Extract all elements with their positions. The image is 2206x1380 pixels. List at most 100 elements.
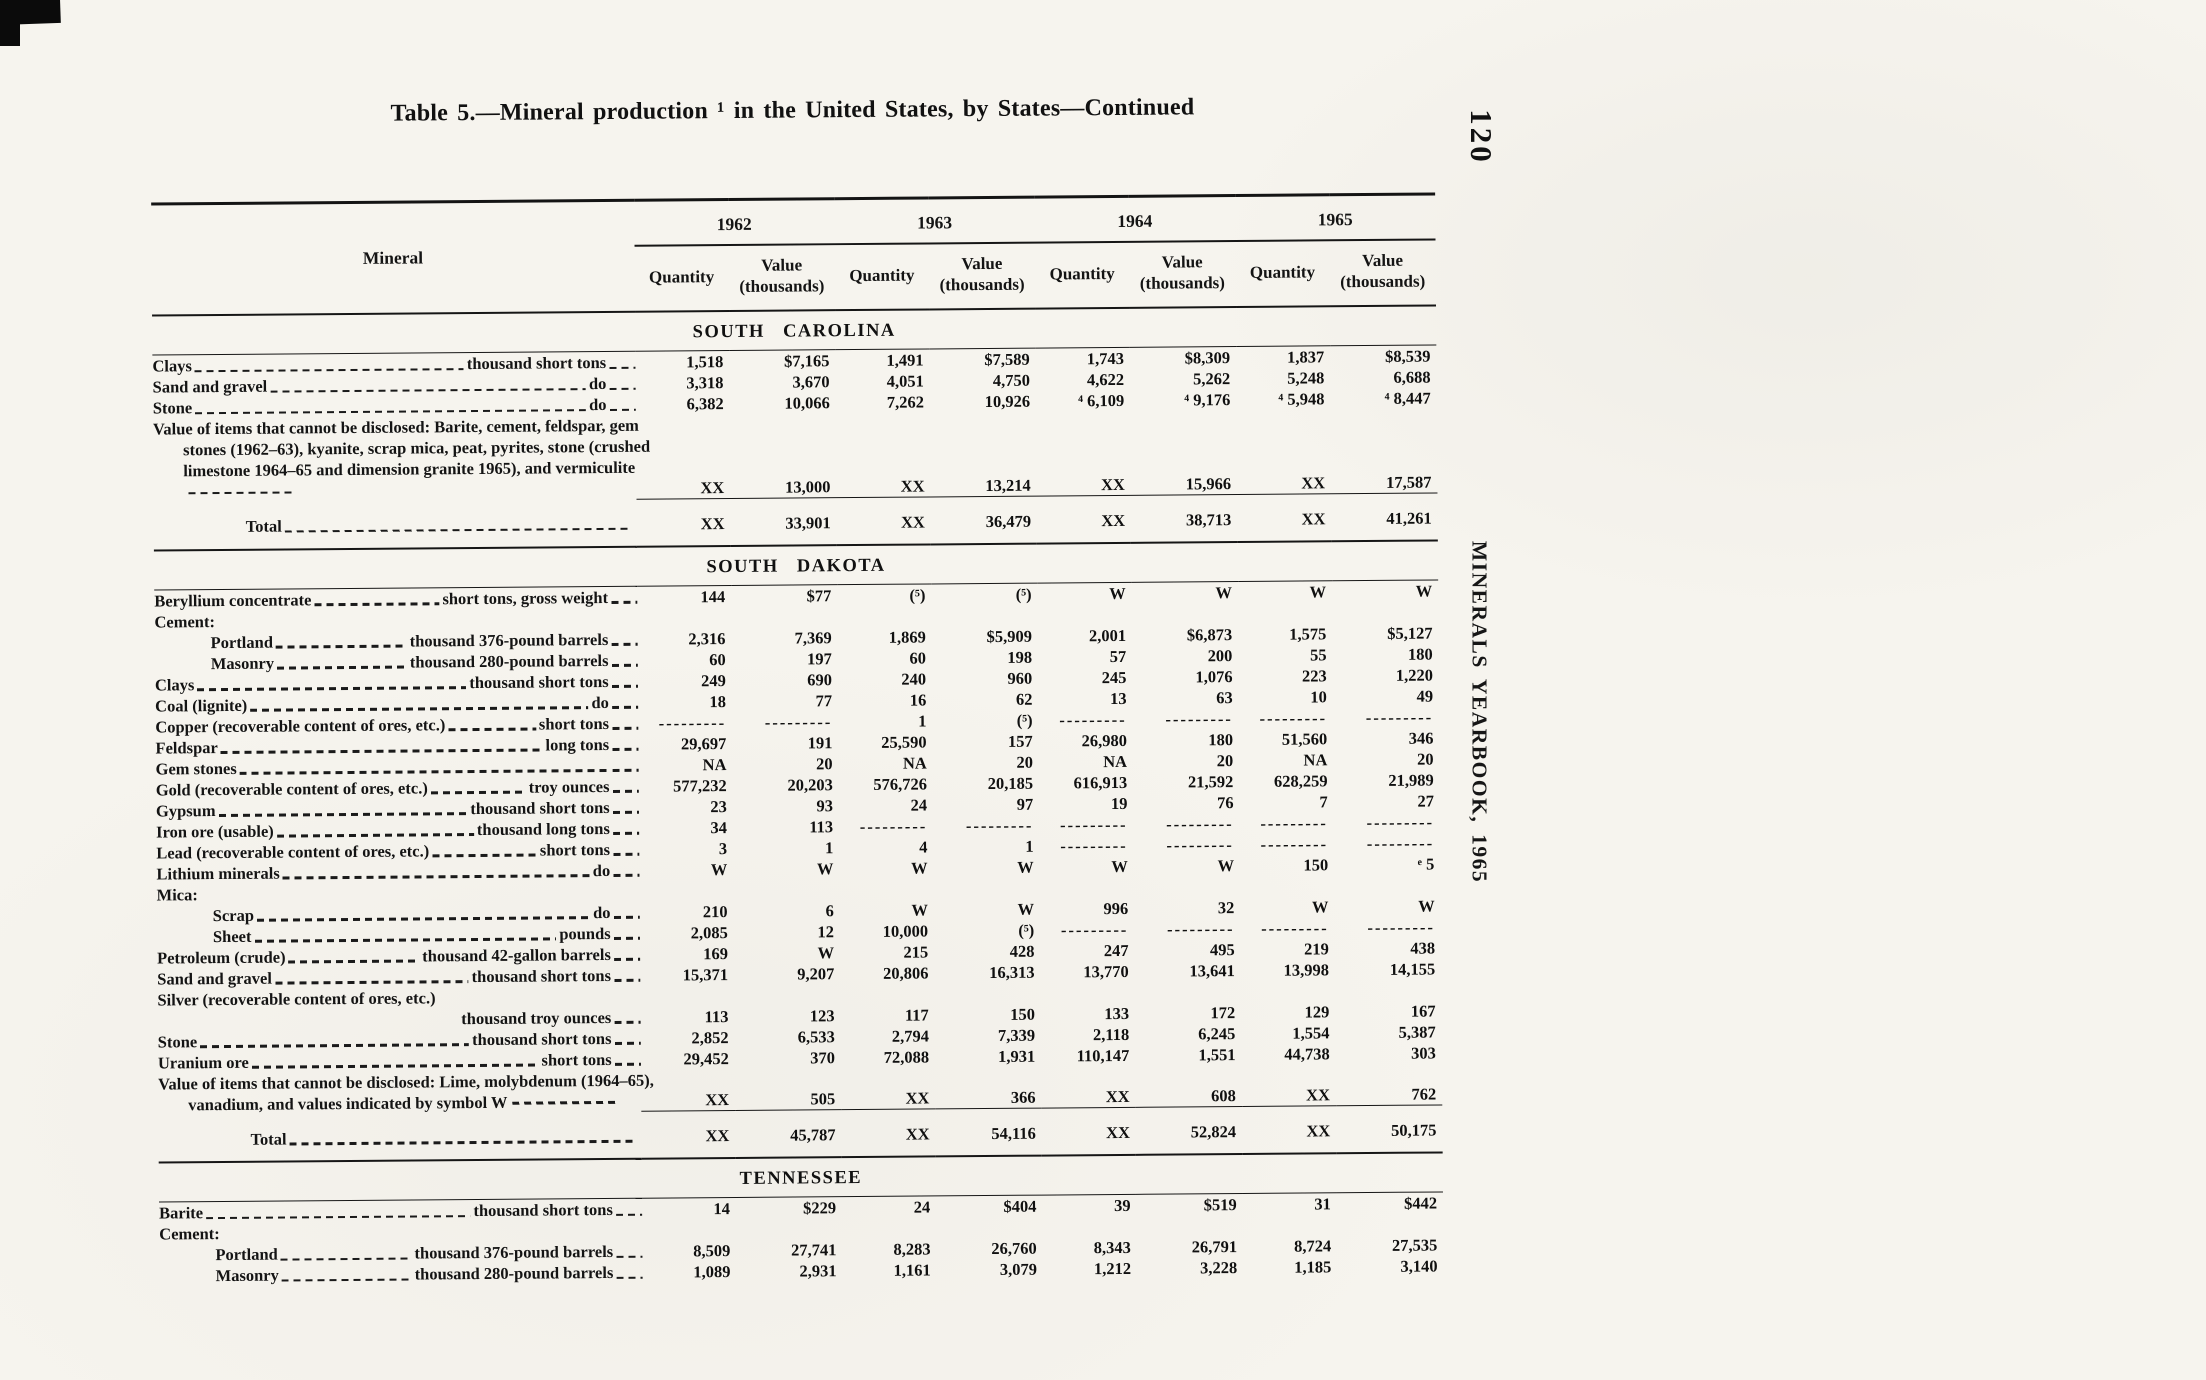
- dot-leader: [615, 1213, 642, 1216]
- value-cell: W: [1109, 583, 1126, 603]
- value-cell: 45,787: [735, 1109, 842, 1158]
- value-cell: 17,587: [1385, 472, 1432, 492]
- value-cell: XX: [836, 496, 932, 545]
- mineral-column-header: Mineral: [151, 200, 635, 316]
- year-header-1964: 1964: [1034, 195, 1236, 243]
- value-cell: ⁴ 8,447: [1384, 388, 1431, 408]
- dot-leader: [614, 1063, 641, 1066]
- value-cell: 26,980: [1081, 730, 1127, 750]
- value-cell: 13,000: [785, 476, 831, 497]
- value-cell: 8,283: [893, 1239, 931, 1259]
- value-cell: 77: [815, 690, 833, 710]
- blank-cell: [733, 879, 839, 901]
- value-cell: XX: [1105, 1086, 1130, 1107]
- unit-label: thousand long tons: [476, 818, 610, 839]
- value-cell: XX: [905, 1088, 930, 1108]
- unit-label: do: [592, 860, 611, 880]
- dot-leader: [611, 664, 638, 667]
- year-header-1962: 1962: [633, 198, 835, 246]
- value-cell: 7: [1319, 791, 1328, 811]
- value-cell: 240: [901, 668, 927, 689]
- mineral-label: Copper (recoverable content of ores, etc…: [155, 714, 446, 737]
- value-cell: 167: [1410, 1000, 1436, 1021]
- value-label: Value: [1361, 250, 1404, 271]
- value-cell: 39: [1113, 1195, 1131, 1216]
- value-cell: ⁴ 5,948: [1278, 389, 1325, 409]
- value-cell: 8,724: [1293, 1236, 1332, 1256]
- value-cell: 1,491: [886, 350, 924, 370]
- value-cell: 1: [824, 837, 834, 857]
- dot-leader: [612, 769, 639, 772]
- value-cell: 31: [1314, 1194, 1331, 1214]
- value-cell: 2,852: [691, 1027, 729, 1047]
- value-cell: XX: [641, 1110, 736, 1159]
- value-cell: 157: [1007, 731, 1033, 751]
- value-cell: 4: [919, 836, 928, 857]
- value-cell: 172: [1210, 1002, 1236, 1022]
- dot-leader: [284, 527, 629, 533]
- mineral-label-cell: Barite thousand short tons: [159, 1198, 642, 1223]
- value-cell: 495: [1209, 939, 1235, 959]
- mineral-production-table: Mineral 1962 1963 1964 1965 Quantity Val…: [151, 192, 1444, 1287]
- value-cell: 576,726: [873, 773, 928, 794]
- value-cell: ---------: [1260, 812, 1328, 833]
- section-south-carolina: SOUTH CAROLINA Clays thousand short tons 1,…: [152, 305, 1438, 551]
- value-cell: 20: [1016, 752, 1033, 772]
- blank-cell: [837, 605, 931, 627]
- dot-leader: [448, 727, 536, 731]
- value-cell: 9,207: [797, 963, 835, 984]
- value-cell: 996: [1103, 898, 1129, 918]
- blank-cell: [1332, 601, 1438, 623]
- mineral-label: Gold (recoverable content of ores, etc.): [155, 777, 428, 800]
- unit-label: thousand short tons: [471, 965, 612, 986]
- value-cell: 133: [1104, 1003, 1130, 1023]
- dot-leader: [432, 853, 537, 857]
- value-cell: NA: [702, 754, 727, 774]
- value-cell: 960: [1007, 668, 1033, 688]
- value-cell: ---------: [1059, 709, 1127, 729]
- value-cell: 303: [1411, 1042, 1436, 1063]
- dot-leader: [611, 706, 638, 709]
- dot-leader: [612, 790, 639, 793]
- dot-leader: [288, 959, 420, 963]
- quantity-column-header: Quantity: [634, 245, 729, 312]
- mineral-label: Scrap: [212, 905, 255, 925]
- value-cell: (⁵): [1018, 920, 1035, 940]
- value-cell: 1,212: [1093, 1258, 1132, 1279]
- value-cell: 762: [1411, 1084, 1437, 1104]
- value-cell: 1,076: [1195, 666, 1233, 686]
- value-cell: 7,339: [997, 1025, 1036, 1045]
- group-label: Cement:: [159, 1224, 220, 1244]
- value-column-header: Value (thousands): [928, 242, 1036, 310]
- value-cell: 113: [809, 816, 834, 836]
- value-cell: ---------: [1060, 814, 1128, 834]
- value-cell: 505: [810, 1089, 836, 1109]
- value-cell: 25,590: [881, 731, 927, 752]
- value-cell: XX: [1041, 1107, 1137, 1156]
- dot-leader: [616, 1255, 643, 1258]
- value-cell: 29,452: [683, 1048, 729, 1068]
- value-cell: 55: [1309, 644, 1327, 664]
- mineral-label-cell: Sand and gravel thousand short tons: [157, 964, 641, 989]
- value-cell: 7,262: [886, 392, 925, 412]
- value-cell: (⁵): [909, 584, 926, 605]
- unit-label: thousand short tons: [473, 1199, 613, 1221]
- total-label: Total: [245, 516, 282, 536]
- value-cell: 5,387: [1398, 1021, 1436, 1042]
- mineral-label: Sand and gravel: [157, 968, 272, 989]
- value-cell: ⁴ 9,176: [1184, 390, 1231, 410]
- dot-leader: [314, 602, 440, 606]
- value-cell: 198: [1007, 647, 1033, 667]
- dot-leader: [609, 366, 636, 369]
- dot-leader: [195, 408, 587, 415]
- value-cell: 14,155: [1389, 958, 1436, 979]
- blank-cell: [1137, 1215, 1243, 1237]
- value-cell: 26,791: [1191, 1237, 1238, 1257]
- mineral-label: Clays: [154, 674, 195, 695]
- value-cell: 20: [816, 753, 833, 773]
- value-cell: $8,309: [1184, 348, 1231, 368]
- mineral-label: Portland: [215, 1244, 278, 1265]
- blank-cell: [736, 1218, 842, 1240]
- unit-label: thousand 42-gallon barrels: [422, 944, 611, 965]
